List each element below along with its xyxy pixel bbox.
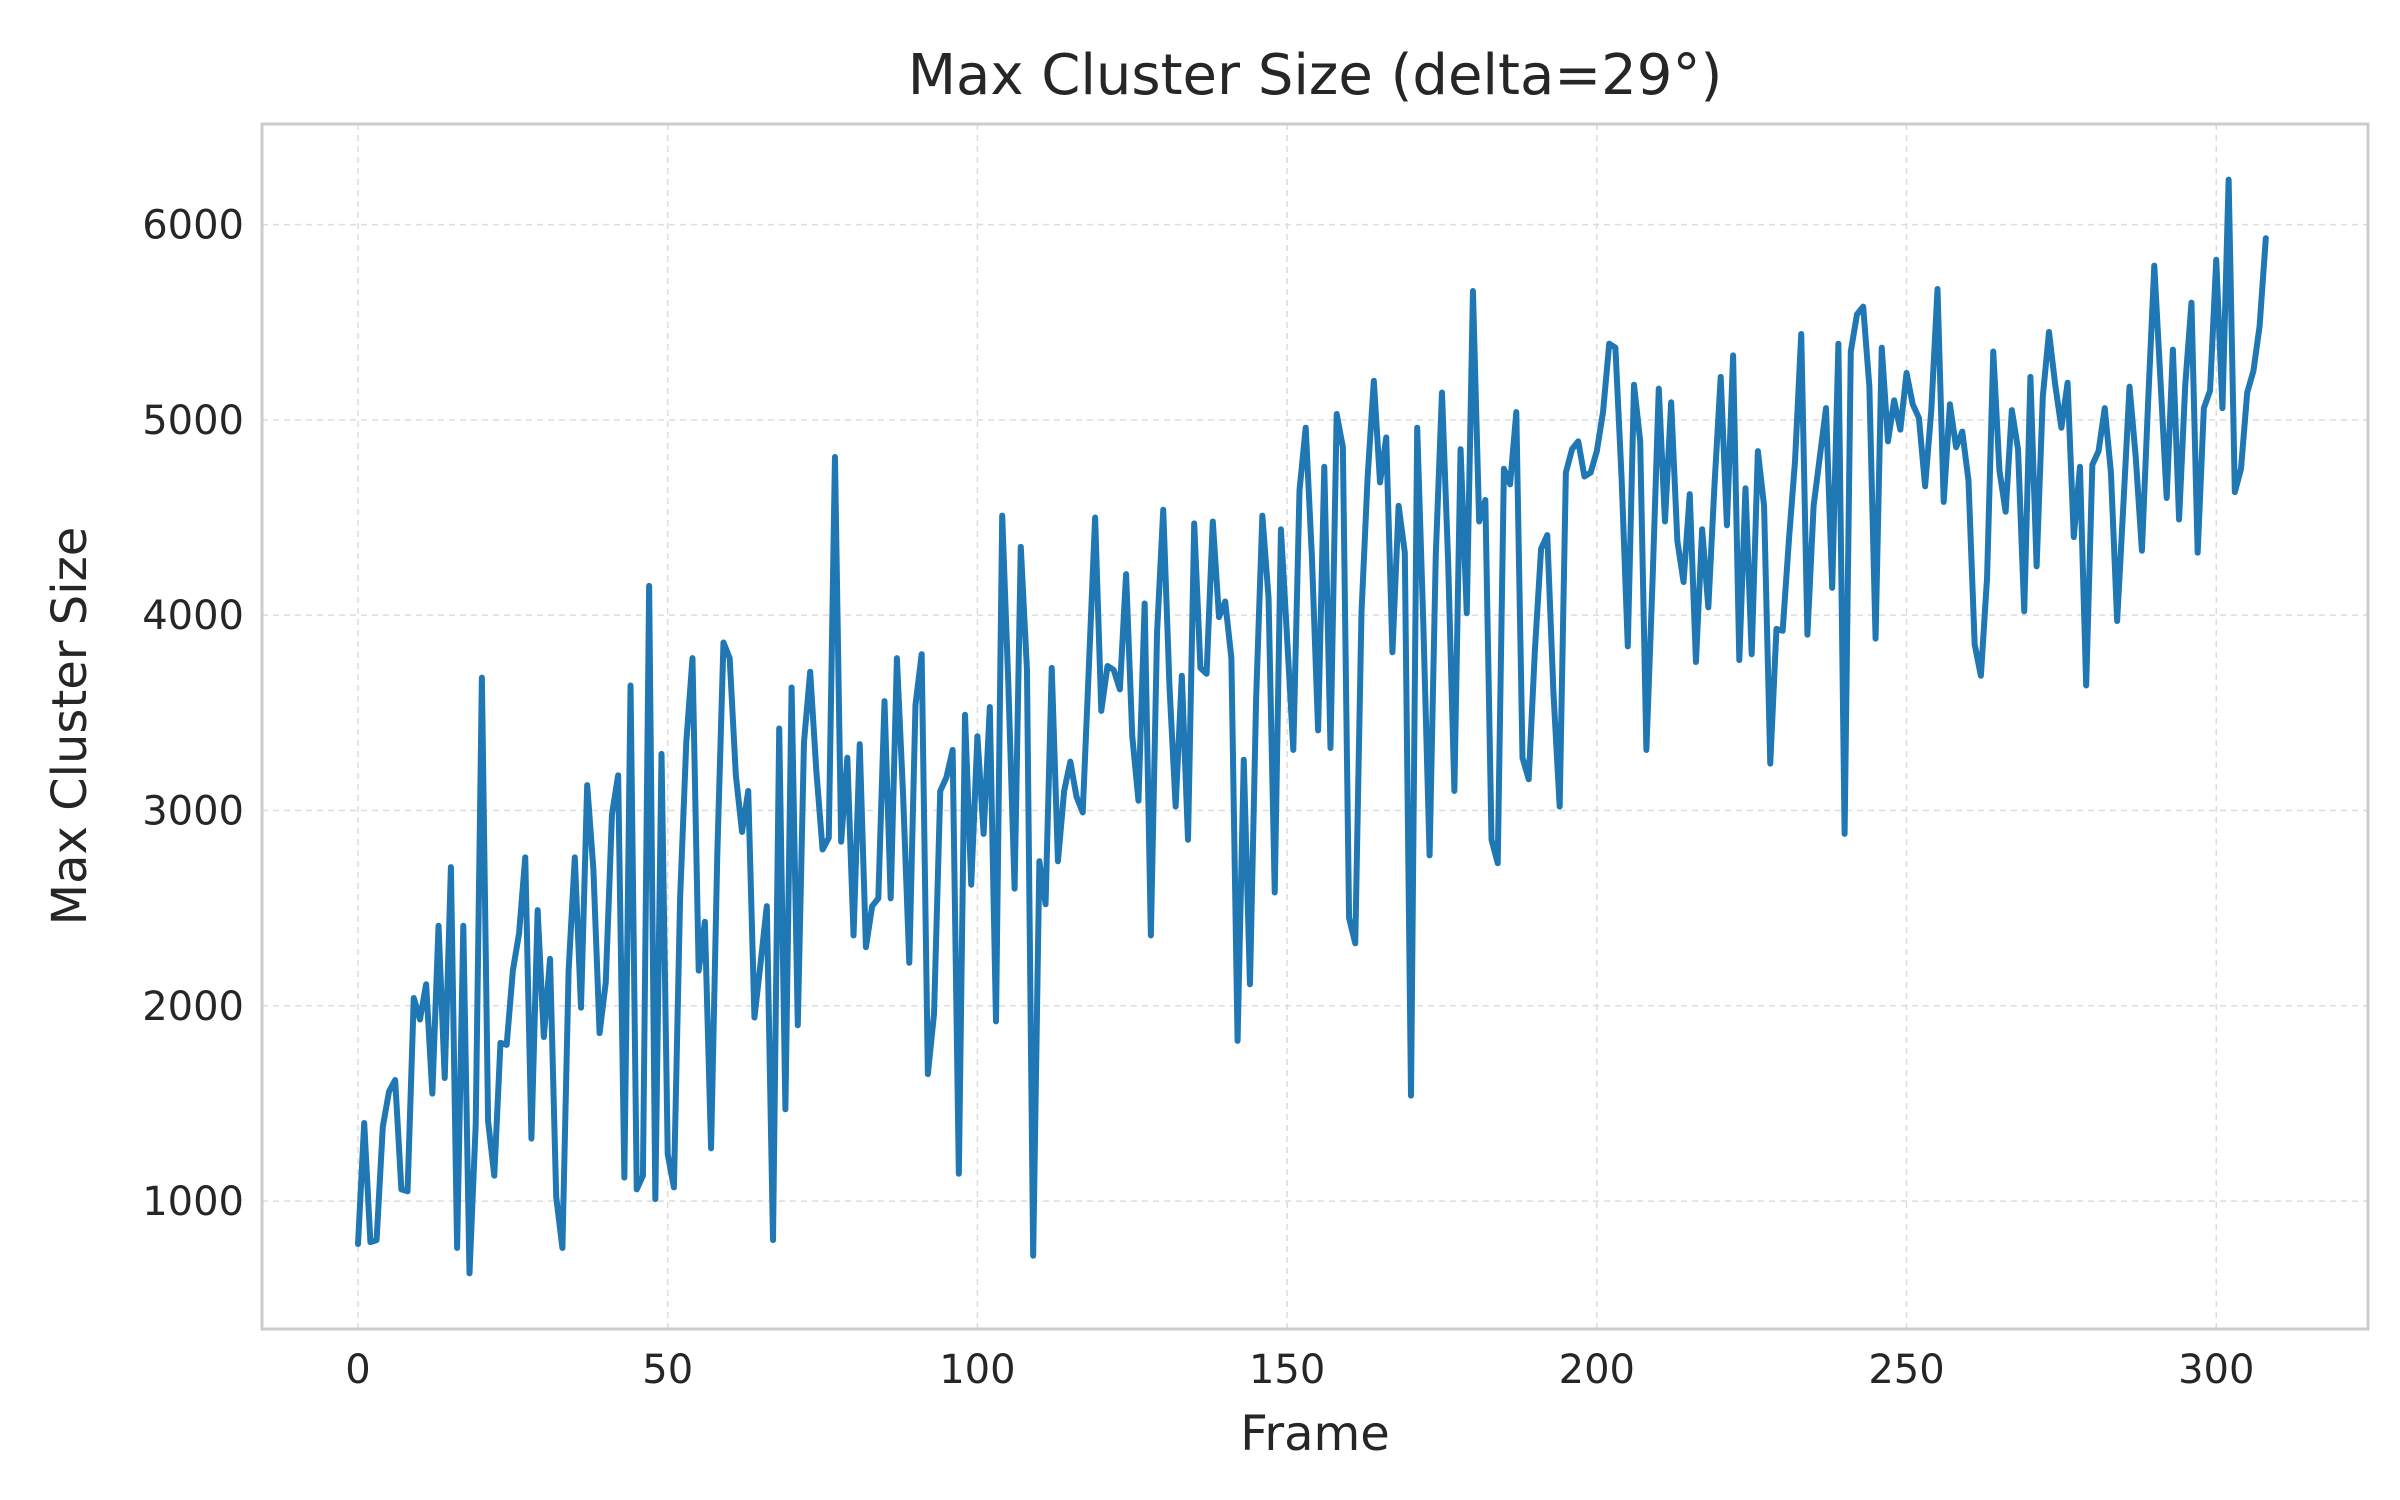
x-tick-label: 200 [1559,1347,1635,1393]
y-axis-label: Max Cluster Size [42,527,98,926]
x-tick-label: 300 [2178,1347,2254,1393]
x-tick-label: 100 [939,1347,1015,1393]
x-tick-label: 250 [1868,1347,1944,1393]
x-tick-label: 150 [1249,1347,1325,1393]
x-axis-label: Frame [1240,1406,1390,1462]
x-tick-label: 50 [642,1347,693,1393]
y-tick-label: 1000 [142,1179,244,1225]
y-tick-label: 6000 [142,203,244,249]
plot-frame [260,122,2370,1331]
y-tick-label: 4000 [142,593,244,639]
y-tick-label: 3000 [142,788,244,834]
series-layer [355,176,2269,1277]
chart-title: Max Cluster Size (delta=29°) [908,43,1723,108]
y-tick-label: 5000 [142,398,244,444]
series-line [355,176,2269,1277]
y-tick-label: 2000 [142,984,244,1030]
y-axis-ticks: 1000 2000 3000 4000 5000 6000 [142,203,244,1225]
x-axis-ticks: 0 50 100 150 200 250 300 [345,1347,2254,1393]
x-tick-label: 0 [345,1347,370,1393]
